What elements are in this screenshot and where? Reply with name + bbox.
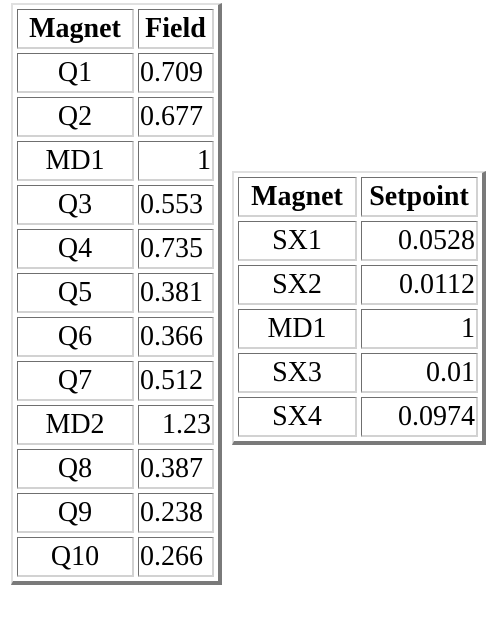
magnet-cell: Q9 [17,493,134,533]
setpoint-cell: 0.0528 [361,221,478,261]
field-cell: 0.238 [138,493,214,533]
table-row: Q9 0.238 [17,493,214,533]
field-cell: 0.387 [138,449,214,489]
table-row: Q3 0.553 [17,185,214,225]
magnet-field-table: Magnet Field Q1 0.709 Q2 0.677 MD1 1 Q3 … [11,3,222,585]
setpoint-cell: 0.01 [361,353,478,393]
column-header-setpoint: Setpoint [361,177,478,217]
field-cell: 0.553 [138,185,214,225]
magnet-cell: SX3 [238,353,357,393]
field-cell: 0.709 [138,53,214,93]
table-row: Q1 0.709 [17,53,214,93]
table-row: MD2 1.23 [17,405,214,445]
field-cell: 0.266 [138,537,214,577]
setpoint-cell: 0.0974 [361,397,478,437]
table-row: Q10 0.266 [17,537,214,577]
magnet-cell: MD2 [17,405,134,445]
magnet-cell: SX1 [238,221,357,261]
table-row: SX4 0.0974 [238,397,478,437]
field-cell: 0.512 [138,361,214,401]
field-cell: 0.735 [138,229,214,269]
magnet-cell: MD1 [17,141,134,181]
magnet-cell: Q10 [17,537,134,577]
field-cell: 1 [138,141,214,181]
table-row: Q7 0.512 [17,361,214,401]
table-row: SX2 0.0112 [238,265,478,305]
magnet-cell: Q5 [17,273,134,313]
header-row: Magnet Setpoint [238,177,478,217]
magnet-cell: Q6 [17,317,134,357]
magnet-cell: Q1 [17,53,134,93]
table-row: Q2 0.677 [17,97,214,137]
table-row: SX3 0.01 [238,353,478,393]
field-cell: 1.23 [138,405,214,445]
table-row: Q8 0.387 [17,449,214,489]
magnet-cell: Q7 [17,361,134,401]
setpoint-cell: 0.0112 [361,265,478,305]
field-cell: 0.366 [138,317,214,357]
table-row: Q6 0.366 [17,317,214,357]
magnet-cell: MD1 [238,309,357,349]
magnet-setpoint-table: Magnet Setpoint SX1 0.0528 SX2 0.0112 MD… [232,171,486,445]
field-cell: 0.381 [138,273,214,313]
table-row: Q5 0.381 [17,273,214,313]
setpoint-cell: 1 [361,309,478,349]
table-row: MD1 1 [17,141,214,181]
header-row: Magnet Field [17,9,214,49]
table-row: SX1 0.0528 [238,221,478,261]
column-header-field: Field [138,9,214,49]
magnet-cell: SX4 [238,397,357,437]
field-cell: 0.677 [138,97,214,137]
table-row: Q4 0.735 [17,229,214,269]
column-header-magnet: Magnet [17,9,134,49]
magnet-cell: Q4 [17,229,134,269]
magnet-cell: Q3 [17,185,134,225]
magnet-cell: Q8 [17,449,134,489]
column-header-magnet: Magnet [238,177,357,217]
magnet-cell: Q2 [17,97,134,137]
table-row: MD1 1 [238,309,478,349]
magnet-cell: SX2 [238,265,357,305]
